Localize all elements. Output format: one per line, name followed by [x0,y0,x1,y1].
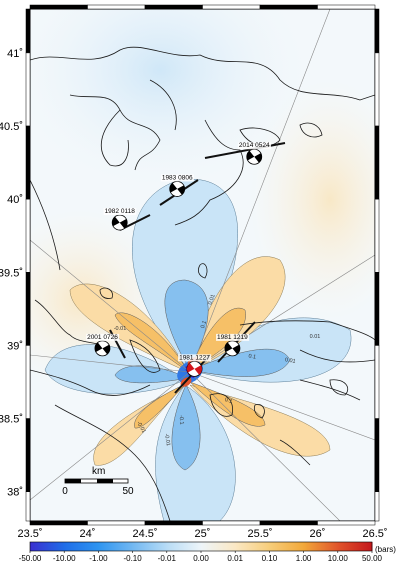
lat-tick-label: 39.5˚ [0,267,23,279]
scale-bar: km 0 50 [62,466,134,497]
lon-tick-label: 25˚ [195,528,211,540]
contour-label: -0.01 [114,326,127,332]
latitude-tick-labels: 41˚ 40.5˚ 40˚ 39.5˚ 39˚ 38.5˚ 38˚ [0,48,23,499]
colorbar-tick-label: 0.00 [193,554,209,563]
colorbar-tick-label: -0.01 [158,554,177,563]
contour-label: -0.01 [163,433,171,446]
coastlines [30,46,375,521]
earthquake-event: 1981 1227 [178,354,212,377]
event-label: 1982 0118 [105,208,136,215]
lon-tick-label: 24.5˚ [132,528,157,540]
frame-checkerboard [25,4,380,526]
colorbar-tick-label: 0.01 [227,554,243,563]
colorbar-segment [64,542,99,551]
stress-lobes-negative-outer [44,178,352,521]
colorbar-tick-label: 10.00 [328,554,349,563]
scale-bar-unit: km [92,466,105,477]
colorbar-tick-label: -10.00 [53,554,76,563]
lat-tick-label: 41˚ [7,48,23,60]
contour-label: 0.1 [248,353,257,360]
longitude-tick-labels: 23.5˚ 24˚ 24.5˚ 25˚ 25.5˚ 26˚ 26.5˚ [17,528,387,540]
colorbar: -50.00 -10.00 -1.00 -0.10 -0.01 0.00 0.01 0.10 1… [19,541,383,563]
lat-tick-label: 40.5˚ [0,121,23,133]
event-label: 1981 1219 [217,334,248,341]
colorbar-segment [269,542,305,551]
lon-tick-label: 25.5˚ [247,528,272,540]
earthquake-event: 2001 0726 [86,333,120,357]
colorbar-segment [98,542,134,551]
lat-tick-label: 39˚ [7,340,23,352]
lon-tick-label: 24˚ [80,528,96,540]
lon-tick-label: 23.5˚ [17,528,42,540]
colorbar-tick-label: 0.10 [262,554,278,563]
scale-bar-end: 50 [122,486,134,497]
lon-tick-label: 26˚ [310,528,326,540]
event-label: 2001 0726 [87,334,118,341]
earthquake-event: 1982 0118 [103,208,137,231]
contour-label: 0.01 [207,294,216,306]
colorbar-segment [201,542,236,551]
earthquake-events: 2014 0524 1983 0806 1982 0118 2001 0726 1981… [86,142,271,377]
colorbar-segment [337,542,373,551]
contour-labels: 0.01 0.1 -0.01 -0.1 0.01 0.1 -0.01 0.01 0.1 -0.01 [114,294,321,447]
earthquake-event: 2014 0524 [237,142,271,165]
contour-label: 0.1 [200,320,208,329]
nodal-lines [30,9,375,521]
colorbar-tick-label: -0.10 [123,554,142,563]
contour-label: -0.1 [178,415,185,425]
colorbar-segment [166,542,202,551]
earthquake-event: 1981 1219 [216,333,250,357]
lon-tick-label: 26.5˚ [362,528,387,540]
earthquake-event: 1983 0806 [160,174,194,197]
colorbar-tick-label: 1.00 [296,554,312,563]
lat-tick-label: 38.5˚ [0,414,23,426]
islands [99,122,349,419]
contour-label: 0.01 [310,334,321,340]
colorbar-segment [30,542,65,551]
contour-label: -0.01 [135,421,146,435]
contour-label: 0.01 [284,357,296,365]
colorbar-segment [235,542,270,551]
scale-bar-start: 0 [62,486,68,497]
colorbar-tick-label: -1.00 [89,554,108,563]
colorbar-segment [132,542,168,551]
event-label: 1981 1227 [179,354,210,361]
event-label: 1983 0806 [162,174,193,181]
colorbar-tick-label: -50.00 [19,554,42,563]
contour-label: 0.1 [224,397,233,405]
lat-tick-label: 38˚ [7,487,23,499]
stress-lobes-inner [114,279,291,471]
lat-tick-label: 40˚ [7,194,23,206]
colorbar-unit: (bars) [375,545,396,554]
event-label: 2014 0524 [239,142,270,149]
map-area [30,9,375,521]
colorbar-tick-label: 50.00 [362,554,383,563]
colorbar-segment [303,542,339,551]
